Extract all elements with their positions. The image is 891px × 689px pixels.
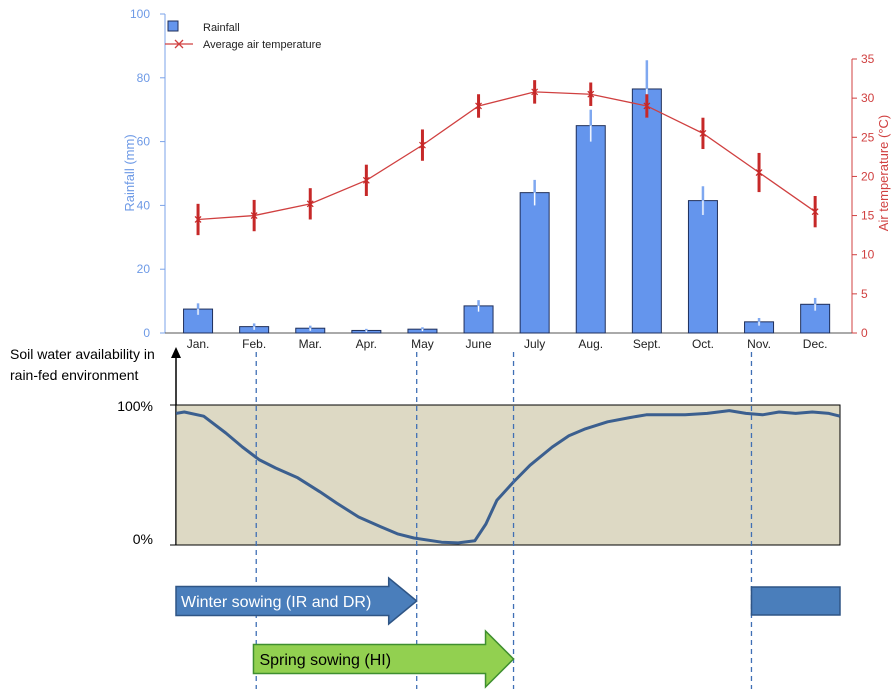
rainfall-temperature-chart: 0 20 40 60 80 100 Rainfall (mm) 0 5 10 15 20 25 30 3… <box>122 7 891 351</box>
month-label-1: Feb. <box>242 337 266 351</box>
month-label-6: July <box>524 337 545 351</box>
soil-water-axis-title-line2: rain-fed environment <box>10 367 139 383</box>
winter-sowing-arrow <box>175 576 418 626</box>
temperature-series <box>194 80 819 236</box>
rainfall-tick-label-0: 0 <box>143 326 150 340</box>
rainfall-bar-8 <box>631 88 662 334</box>
rainfall-bars <box>183 60 831 334</box>
temperature-tick-label-10: 10 <box>861 248 875 262</box>
legend: Rainfall Average air temperature <box>165 20 321 51</box>
legend-label-temperature: Average air temperature <box>203 39 321 51</box>
soil-water-y-axis-arrow <box>171 347 181 358</box>
soil-water-curve <box>176 409 840 545</box>
rainfall-tick-label-20: 20 <box>137 262 151 276</box>
temperature-point-1 <box>250 212 258 219</box>
soil-water-axis-title-line1: Soil water availability in <box>10 346 155 362</box>
temperature-point-0 <box>194 216 202 223</box>
month-label-10: Nov. <box>747 337 771 351</box>
tick-label-0-percent: 0% <box>133 531 153 547</box>
temperature-point-5 <box>475 102 482 110</box>
spring-sowing-arrow <box>252 629 515 689</box>
rainfall-tick-label-60: 60 <box>137 135 151 149</box>
temperature-point-11 <box>811 208 819 216</box>
temperature-line <box>198 91 816 221</box>
month-label-5: June <box>466 337 492 351</box>
month-label-3: Apr. <box>356 337 377 351</box>
legend-label-rainfall: Rainfall <box>203 22 240 34</box>
temperature-axis: 0 5 10 15 20 25 30 35 Air temperature (°C) <box>851 52 891 340</box>
temperature-point-2 <box>306 200 314 208</box>
sowing-timeline: Winter sowing (IR and DR) Spring sowing … <box>175 576 841 689</box>
temperature-point-10 <box>755 169 763 176</box>
winter-sowing-label: Winter sowing (IR and DR) <box>181 594 371 611</box>
month-label-11: Dec. <box>803 337 828 351</box>
rainfall-bar-6 <box>519 192 550 334</box>
temperature-point-3 <box>362 176 370 184</box>
month-label-9: Oct. <box>692 337 714 351</box>
temperature-tick-label-15: 15 <box>861 209 875 223</box>
temperature-tick-label-35: 35 <box>861 52 875 66</box>
temperature-point-9 <box>699 129 707 137</box>
temperature-tick-label-20: 20 <box>861 169 875 183</box>
rainfall-bar-7 <box>575 125 606 334</box>
rainfall-axis: 0 20 40 60 80 100 Rainfall (mm) <box>122 7 166 340</box>
rainfall-axis-title: Rainfall (mm) <box>122 134 137 211</box>
rainfall-bar-9 <box>687 200 718 334</box>
soil-water-background <box>175 404 841 546</box>
legend-marker-temperature <box>174 39 184 49</box>
month-guide-lines <box>255 352 753 689</box>
temperature-point-8 <box>643 102 651 110</box>
month-label-2: Mar. <box>299 337 322 351</box>
tick-label-100-percent: 100% <box>117 398 153 414</box>
temperature-tick-label-5: 5 <box>861 287 868 301</box>
temperature-tick-label-30: 30 <box>861 91 875 105</box>
soil-water-chart: Soil water availability in rain-fed envi… <box>10 346 841 547</box>
month-labels: Jan. Feb. Mar. Apr. May June July Aug. Sept. Oct.… <box>187 337 828 351</box>
rainfall-tick-label-100: 100 <box>130 7 150 21</box>
temperature-point-4 <box>419 141 426 149</box>
month-label-0: Jan. <box>187 337 210 351</box>
temperature-point-7 <box>587 90 595 98</box>
legend-swatch-rainfall <box>167 20 179 32</box>
spring-sowing-label: Spring sowing (HI) <box>259 652 391 669</box>
month-label-8: Sept. <box>633 337 661 351</box>
rainfall-tick-label-80: 80 <box>137 71 151 85</box>
rainfall-tick-label-40: 40 <box>137 198 151 212</box>
temperature-tick-label-0: 0 <box>861 326 868 340</box>
temperature-axis-title: Air temperature (°C) <box>876 115 891 231</box>
month-label-7: Aug. <box>578 337 603 351</box>
temperature-tick-label-25: 25 <box>861 130 875 144</box>
winter-sowing-continuation <box>750 586 841 616</box>
month-label-4: May <box>411 337 434 351</box>
temperature-point-6 <box>531 88 539 96</box>
